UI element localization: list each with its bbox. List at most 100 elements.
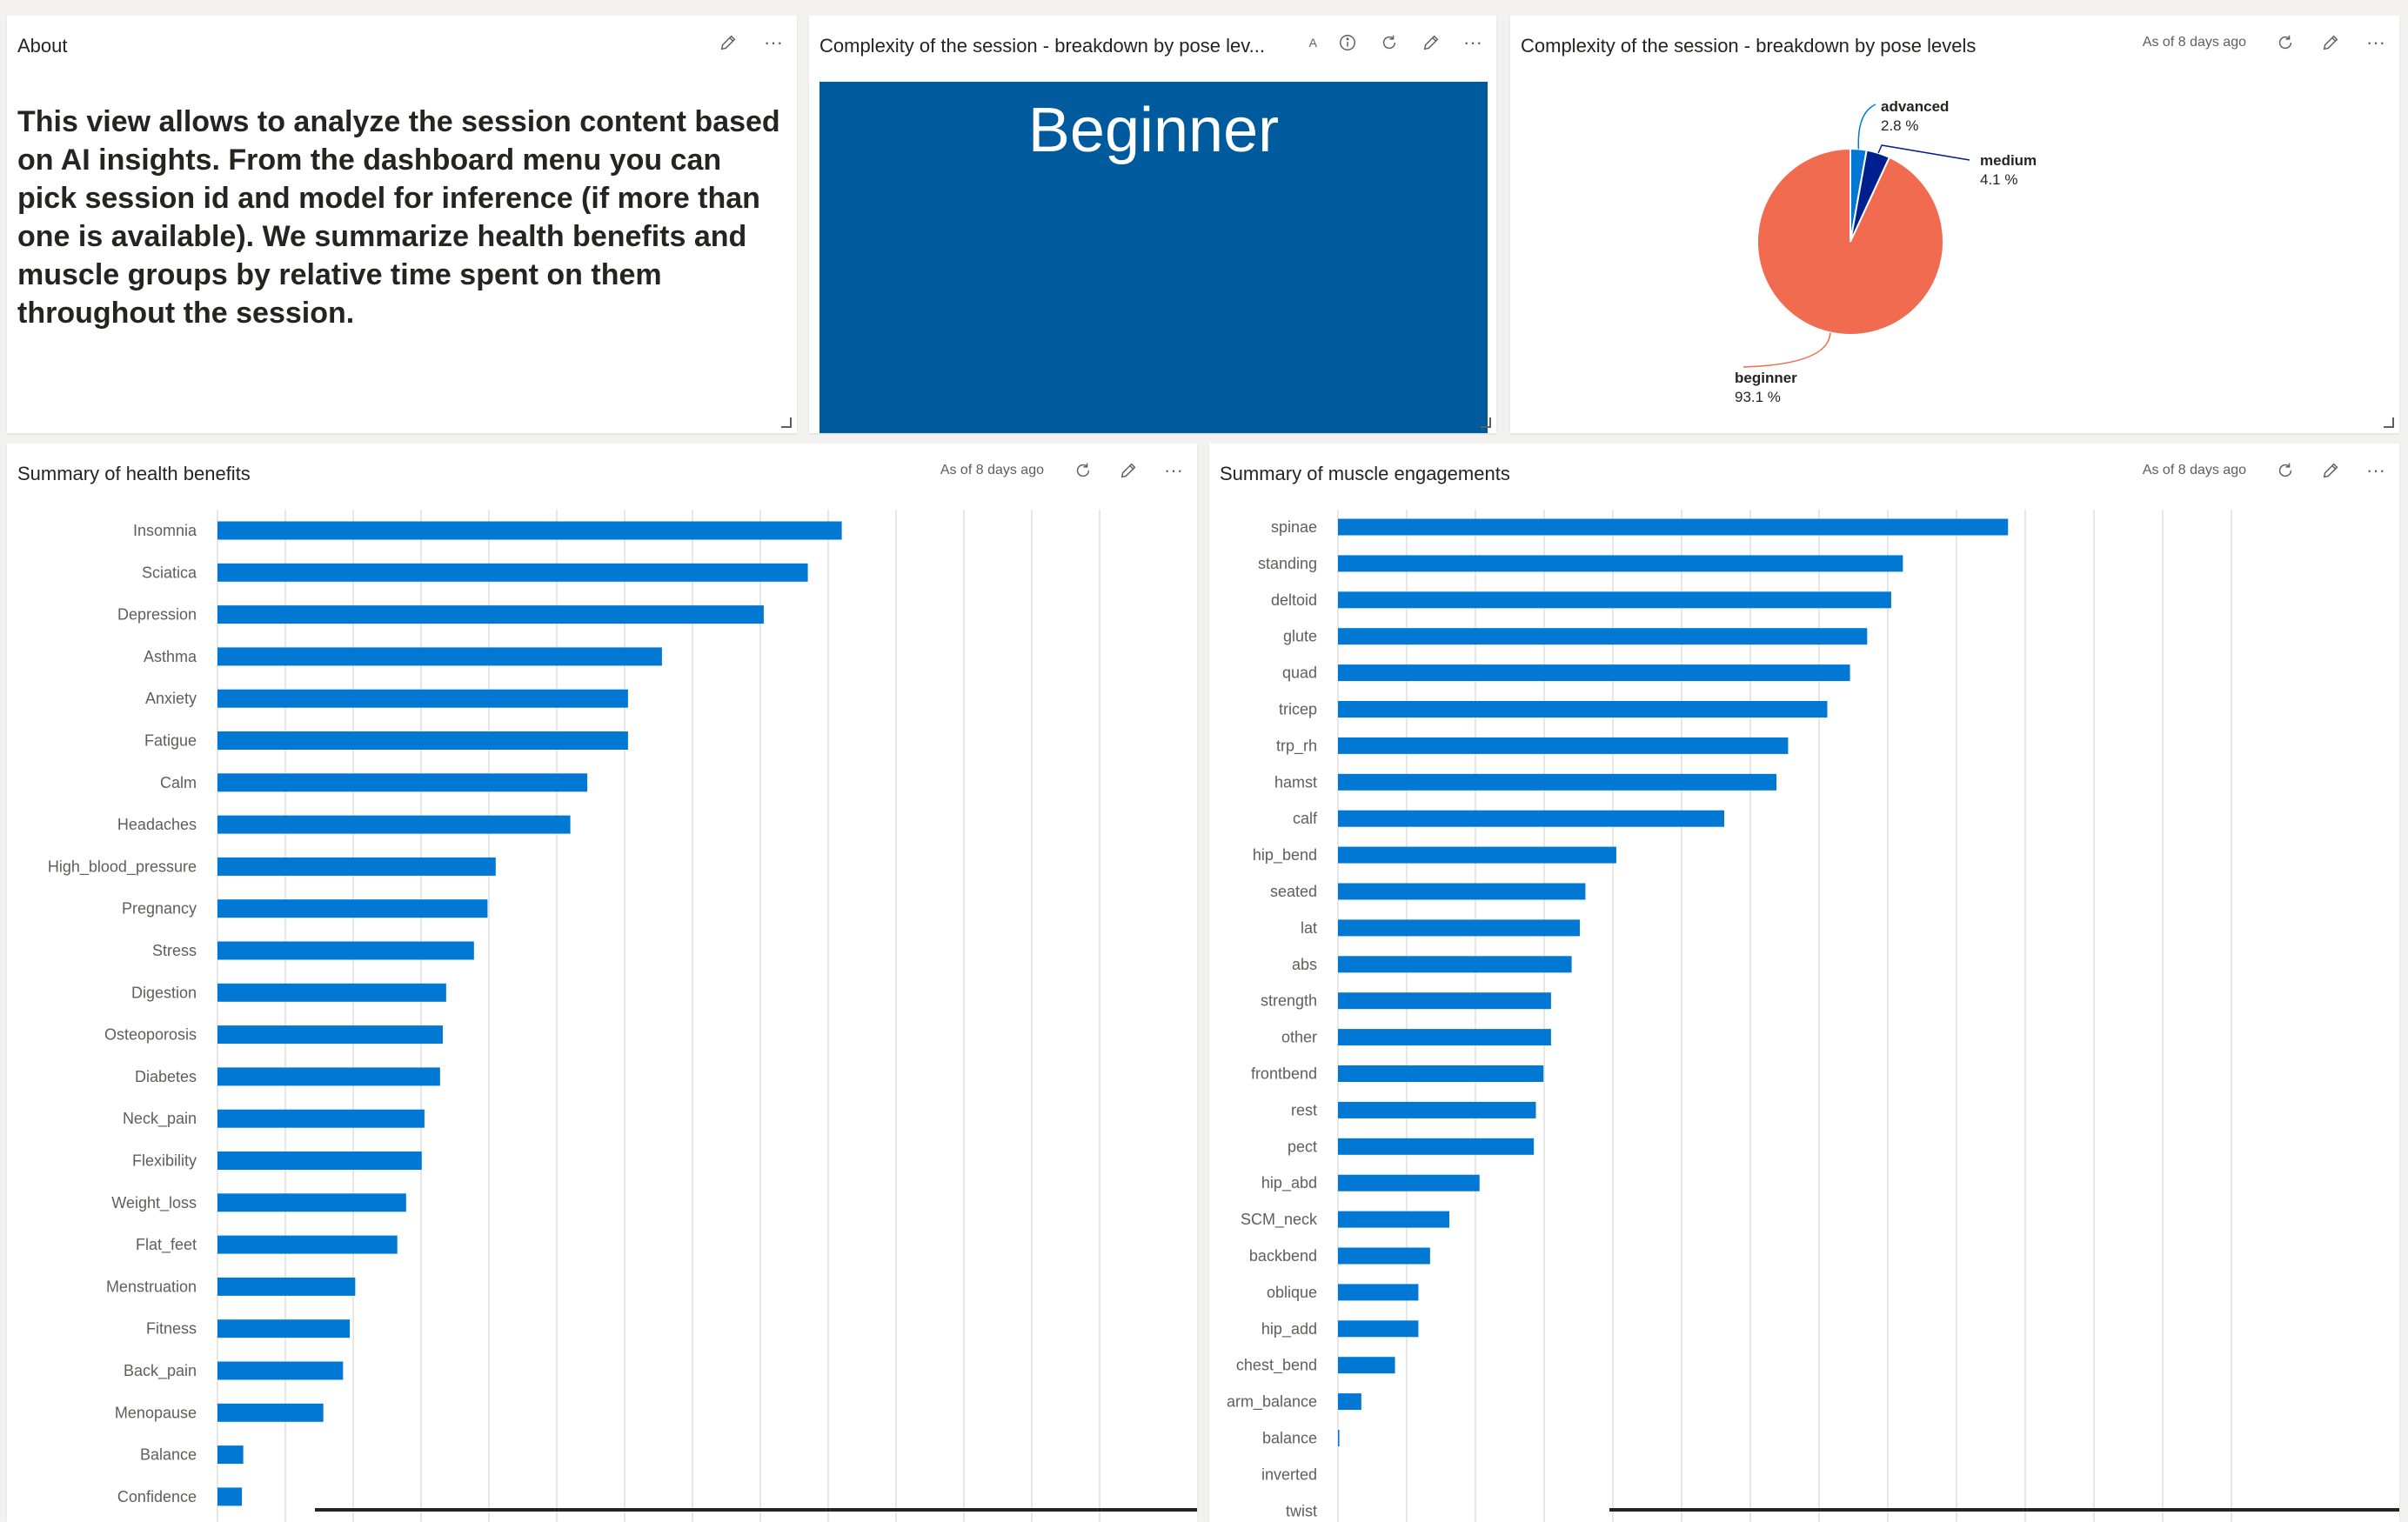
bar-Fitness[interactable] — [217, 1319, 351, 1338]
category-label: Sciatica — [142, 564, 197, 581]
bar-calf[interactable] — [1338, 810, 1724, 827]
pie-label-beginner: beginner — [1735, 370, 1797, 386]
bar-trp_rh[interactable] — [1338, 737, 1789, 754]
bar-Weight_loss[interactable] — [217, 1193, 406, 1212]
bar-standing[interactable] — [1338, 555, 1903, 572]
bar-tricep[interactable] — [1338, 701, 1828, 718]
bar-hip_bend[interactable] — [1338, 846, 1616, 864]
about-tile[interactable]: About ··· This view allows to analyze th… — [7, 16, 797, 433]
ellipsis-icon[interactable]: ··· — [764, 31, 783, 53]
bar-spinae[interactable] — [1338, 518, 2009, 536]
pie-tile[interactable]: Complexity of the session - breakdown by… — [1510, 16, 2399, 433]
resize-handle-icon[interactable] — [781, 417, 792, 428]
category-label: twist — [1286, 1502, 1317, 1519]
info-icon[interactable] — [1336, 31, 1359, 54]
bar-Anxiety[interactable] — [217, 689, 628, 708]
health-tile-title: Summary of health benefits — [17, 463, 251, 484]
refresh-icon[interactable] — [2274, 459, 2297, 482]
card-tile[interactable]: Complexity of the session - breakdown by… — [809, 16, 1496, 433]
category-label: balance — [1262, 1430, 1317, 1447]
category-label: Osteoporosis — [104, 1026, 197, 1044]
bar-Balance[interactable] — [217, 1445, 244, 1465]
bar-hip_add[interactable] — [1338, 1320, 1419, 1338]
bar-pect[interactable] — [1338, 1138, 1535, 1155]
ellipsis-icon[interactable]: ··· — [2366, 459, 2385, 481]
category-label: seated — [1270, 883, 1317, 900]
bar-Asthma[interactable] — [217, 647, 662, 666]
bar-Back_pain[interactable] — [217, 1361, 344, 1380]
bar-hip_abd[interactable] — [1338, 1174, 1480, 1192]
bar-chest_bend[interactable] — [1338, 1357, 1395, 1374]
pie-value-medium: 4.1 % — [1980, 171, 2017, 188]
refresh-icon[interactable] — [1378, 31, 1401, 54]
ellipsis-icon[interactable]: ··· — [2366, 31, 2385, 53]
ellipsis-icon[interactable]: ··· — [1463, 31, 1482, 53]
bar-lat[interactable] — [1338, 919, 1581, 937]
category-label: Insomnia — [133, 522, 197, 539]
bar-High_blood_pressure[interactable] — [217, 857, 496, 876]
bar-Depression[interactable] — [217, 605, 764, 624]
bar-Diabetes[interactable] — [217, 1067, 440, 1086]
bar-strength[interactable] — [1338, 992, 1551, 1010]
bar-Menopause[interactable] — [217, 1403, 324, 1422]
bar-oblique[interactable] — [1338, 1284, 1419, 1301]
bar-Headaches[interactable] — [217, 815, 571, 834]
bar-Digestion[interactable] — [217, 983, 446, 1002]
bar-SCM_neck[interactable] — [1338, 1211, 1449, 1228]
muscle-tile-actions: As of 8 days ago ··· — [2143, 459, 2387, 482]
pencil-icon[interactable] — [1420, 31, 1442, 54]
bar-quad[interactable] — [1338, 664, 1850, 682]
bar-rest[interactable] — [1338, 1101, 1536, 1118]
scrollbar-left[interactable] — [315, 1508, 1197, 1512]
muscle-tile[interactable]: Summary of muscle engagements As of 8 da… — [1209, 444, 2399, 1522]
bar-frontbend[interactable] — [1338, 1065, 1544, 1082]
bar-backbend[interactable] — [1338, 1247, 1430, 1265]
bar-balance[interactable] — [1338, 1430, 1340, 1446]
bar-Osteoporosis[interactable] — [217, 1025, 443, 1045]
category-label: quad — [1282, 664, 1317, 682]
resize-handle-icon[interactable] — [1481, 417, 1491, 428]
ellipsis-icon[interactable]: ··· — [1164, 459, 1183, 481]
health-bar-chart: Insomnia Sciatica Depression Asthma Anxiety F… — [48, 510, 1100, 1522]
bar-Flexibility[interactable] — [217, 1152, 422, 1170]
bar-glute[interactable] — [1338, 628, 1868, 645]
bar-other[interactable] — [1338, 1029, 1551, 1046]
bar-deltoid[interactable] — [1338, 591, 1891, 609]
category-label: backbend — [1249, 1247, 1317, 1265]
bar-Sciatica[interactable] — [217, 563, 808, 582]
pencil-icon[interactable] — [1117, 459, 1140, 482]
pie-slice-beginner[interactable] — [1756, 147, 1944, 336]
bar-Insomnia[interactable] — [217, 521, 842, 540]
bar-Neck_pain[interactable] — [217, 1109, 425, 1128]
pie-timestamp: As of 8 days ago — [2142, 35, 2246, 50]
category-label: SCM_neck — [1241, 1211, 1318, 1229]
category-label: abs — [1292, 956, 1317, 973]
category-label: standing — [1258, 555, 1317, 572]
bar-Flat_feet[interactable] — [217, 1235, 398, 1254]
bar-Fatigue[interactable] — [217, 731, 628, 750]
category-label: lat — [1301, 919, 1317, 937]
bar-Confidence[interactable] — [217, 1487, 243, 1506]
refresh-icon[interactable] — [1072, 459, 1094, 482]
bar-Stress[interactable] — [217, 941, 474, 960]
category-label: Flexibility — [132, 1152, 197, 1170]
category-label: Back_pain — [124, 1362, 197, 1380]
refresh-icon[interactable] — [2274, 31, 2297, 54]
resize-handle-icon[interactable] — [2384, 417, 2394, 428]
health-tile[interactable]: Summary of health benefits As of 8 days … — [7, 444, 1197, 1522]
category-label: Calm — [160, 774, 197, 791]
category-label: glute — [1283, 628, 1317, 645]
pencil-icon[interactable] — [2319, 31, 2342, 54]
pencil-icon[interactable] — [2319, 459, 2342, 482]
bar-hamst[interactable] — [1338, 773, 1777, 791]
bar-Calm[interactable] — [217, 773, 588, 792]
card-visual: Beginner — [819, 82, 1488, 433]
bar-seated[interactable] — [1338, 883, 1586, 900]
scrollbar-right[interactable] — [1609, 1508, 2399, 1512]
bar-Menstruation[interactable] — [217, 1277, 356, 1296]
bar-abs[interactable] — [1338, 956, 1572, 973]
bar-Pregnancy[interactable] — [217, 899, 488, 918]
category-label: Stress — [152, 942, 197, 959]
bar-arm_balance[interactable] — [1338, 1393, 1361, 1411]
pencil-icon[interactable] — [717, 31, 739, 54]
